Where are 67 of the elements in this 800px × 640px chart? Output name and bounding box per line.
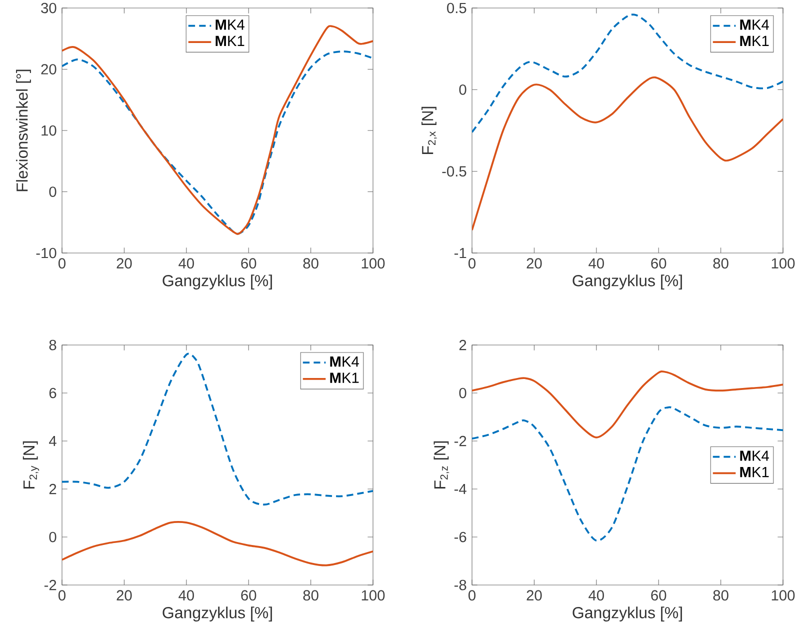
legend-label: MK1	[216, 36, 244, 46]
y-axis-title: F$_{2,y}$ [N]	[22, 441, 40, 488]
y-tick-label: -4	[454, 484, 466, 494]
y-tick-label: -8	[454, 580, 466, 590]
x-tick-label: 0	[468, 590, 476, 601]
line-series	[62, 352, 373, 506]
x-tick-label: 80	[713, 258, 728, 269]
x-tick-label: 20	[116, 258, 132, 269]
x-tick-label: 0	[58, 590, 66, 601]
line-series	[472, 76, 784, 232]
x-tick-label: 60	[651, 258, 666, 269]
y-tick-label: 2	[459, 340, 466, 350]
x-axis-title: Gangzyklus [%]	[572, 274, 682, 290]
y-tick-label: -1	[454, 248, 466, 258]
y-tick-label: 0	[49, 186, 56, 197]
y-tick-label: 0	[49, 532, 56, 542]
x-tick-label: 80	[303, 590, 318, 601]
x-tick-label: 40	[588, 590, 604, 601]
x-tick-label: 40	[178, 258, 194, 269]
legend-label: MK4	[740, 450, 769, 461]
line-series	[472, 14, 784, 134]
x-tick-label: 60	[241, 258, 256, 269]
x-tick-label: 100	[772, 258, 795, 269]
x-axis-title: Gangzyklus [%]	[572, 606, 682, 622]
line-series	[472, 406, 784, 542]
y-tick-label: 10	[42, 125, 56, 136]
y-tick-label: -10	[36, 248, 56, 258]
y-tick-label: -2	[454, 436, 466, 446]
y-tick-label: 30	[41, 2, 56, 14]
y-axis-title: F$_{2,z}$ [N]	[434, 441, 450, 488]
x-axis-title: Gangzyklus [%]	[162, 274, 272, 290]
x-tick-label: 80	[303, 258, 318, 269]
y-tick-label: 0.5	[447, 2, 466, 14]
x-tick-label: 60	[651, 590, 666, 601]
x-tick-label: 100	[362, 590, 385, 601]
legend-label: MK1	[330, 372, 359, 383]
x-tick-label: 100	[362, 258, 385, 269]
y-tick-label: 0	[459, 388, 466, 398]
x-axis-title: Gangzyklus [%]	[162, 606, 272, 622]
x-tick-label: 20	[526, 258, 542, 269]
x-tick-label: 20	[526, 590, 542, 601]
legend-label: MK1	[740, 467, 769, 478]
line-series	[62, 521, 373, 566]
y-tick-label: -2	[44, 580, 56, 590]
x-tick-label: 80	[713, 590, 728, 601]
y-tick-label: 8	[49, 340, 56, 350]
line-series	[472, 370, 784, 438]
legend-label: MK4	[216, 20, 244, 30]
y-axis-title: Flexionswinkel [°]	[16, 70, 31, 192]
x-tick-label: 40	[588, 258, 604, 269]
y-tick-label: 20	[41, 64, 56, 74]
x-tick-label: 0	[468, 258, 476, 269]
x-tick-label: 60	[241, 590, 256, 601]
y-tick-label: 0	[459, 84, 466, 95]
x-tick-label: 100	[772, 590, 795, 601]
legend-label: MK1	[740, 36, 769, 46]
x-tick-label: 0	[58, 258, 66, 269]
legend-label: MK4	[740, 20, 769, 30]
y-tick-label: -6	[454, 532, 466, 542]
y-tick-label: 4	[49, 436, 56, 446]
y-tick-label: 2	[49, 484, 56, 494]
y-axis-title: F$_{2,x}$ [N]	[422, 106, 437, 154]
x-tick-label: 20	[116, 590, 132, 601]
legend-label: MK4	[330, 356, 359, 367]
y-tick-label: -0.5	[442, 166, 466, 177]
x-tick-label: 40	[178, 590, 194, 601]
y-tick-label: 6	[49, 388, 56, 398]
